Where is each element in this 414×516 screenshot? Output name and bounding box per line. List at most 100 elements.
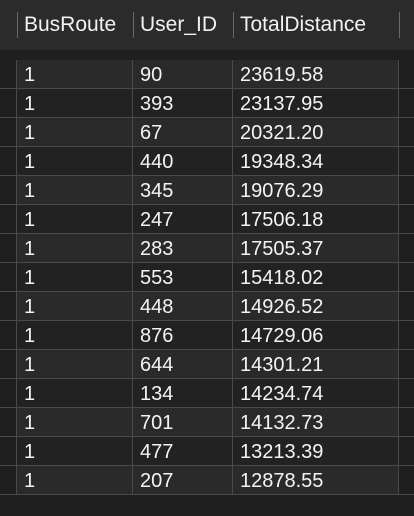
- row-filler: [399, 147, 414, 176]
- user-id-cell[interactable]: 876: [133, 321, 233, 350]
- row-selector[interactable]: [0, 263, 17, 292]
- row-selector[interactable]: [0, 234, 17, 263]
- column-divider[interactable]: [17, 12, 18, 38]
- table-row[interactable]: 1 207 12878.55: [0, 466, 414, 495]
- totaldistance-cell[interactable]: 17506.18: [233, 205, 399, 234]
- busroute-cell[interactable]: 1: [17, 147, 133, 176]
- user-id-cell[interactable]: 448: [133, 292, 233, 321]
- table-row[interactable]: 1 90 23619.58: [0, 60, 414, 89]
- totaldistance-cell[interactable]: 14301.21: [233, 350, 399, 379]
- totaldistance-cell[interactable]: 20321.20: [233, 118, 399, 147]
- busroute-cell[interactable]: 1: [17, 408, 133, 437]
- totaldistance-cell[interactable]: 17505.37: [233, 234, 399, 263]
- row-filler: [399, 321, 414, 350]
- row-filler: [399, 263, 414, 292]
- user-id-cell[interactable]: 553: [133, 263, 233, 292]
- row-selector[interactable]: [0, 466, 17, 495]
- table-row[interactable]: 1 448 14926.52: [0, 292, 414, 321]
- column-header-totaldistance[interactable]: TotalDistance: [240, 13, 367, 36]
- row-selector[interactable]: [0, 60, 17, 89]
- row-filler: [399, 292, 414, 321]
- busroute-cell[interactable]: 1: [17, 234, 133, 263]
- column-divider[interactable]: [233, 12, 234, 38]
- column-divider[interactable]: [399, 12, 400, 38]
- busroute-cell[interactable]: 1: [17, 350, 133, 379]
- column-header-busroute[interactable]: BusRoute: [24, 13, 117, 36]
- busroute-cell[interactable]: 1: [17, 292, 133, 321]
- user-id-cell[interactable]: 701: [133, 408, 233, 437]
- user-id-cell[interactable]: 644: [133, 350, 233, 379]
- column-divider[interactable]: [133, 12, 134, 38]
- row-selector[interactable]: [0, 321, 17, 350]
- busroute-cell[interactable]: 1: [17, 263, 133, 292]
- table-row[interactable]: 1 247 17506.18: [0, 205, 414, 234]
- totaldistance-cell[interactable]: 19076.29: [233, 176, 399, 205]
- header-spacer: [0, 50, 414, 60]
- user-id-cell[interactable]: 477: [133, 437, 233, 466]
- totaldistance-cell[interactable]: 14729.06: [233, 321, 399, 350]
- row-selector[interactable]: [0, 350, 17, 379]
- busroute-cell[interactable]: 1: [17, 466, 133, 495]
- row-selector[interactable]: [0, 118, 17, 147]
- row-filler: [399, 118, 414, 147]
- totaldistance-cell[interactable]: 23619.58: [233, 60, 399, 89]
- totaldistance-cell[interactable]: 14132.73: [233, 408, 399, 437]
- user-id-cell[interactable]: 247: [133, 205, 233, 234]
- totaldistance-cell[interactable]: 14234.74: [233, 379, 399, 408]
- table-row[interactable]: 1 701 14132.73: [0, 408, 414, 437]
- user-id-cell[interactable]: 283: [133, 234, 233, 263]
- row-selector[interactable]: [0, 176, 17, 205]
- row-selector[interactable]: [0, 379, 17, 408]
- table-row[interactable]: 1 477 13213.39: [0, 437, 414, 466]
- table-row[interactable]: 1 345 19076.29: [0, 176, 414, 205]
- row-filler: [399, 466, 414, 495]
- totaldistance-cell[interactable]: 19348.34: [233, 147, 399, 176]
- row-filler: [399, 234, 414, 263]
- table-row[interactable]: 1 876 14729.06: [0, 321, 414, 350]
- busroute-cell[interactable]: 1: [17, 321, 133, 350]
- table-row[interactable]: 1 440 19348.34: [0, 147, 414, 176]
- row-filler: [399, 379, 414, 408]
- user-id-cell[interactable]: 393: [133, 89, 233, 118]
- row-filler: [399, 437, 414, 466]
- user-id-cell[interactable]: 90: [133, 60, 233, 89]
- row-filler: [399, 89, 414, 118]
- row-selector[interactable]: [0, 147, 17, 176]
- totaldistance-cell[interactable]: 12878.55: [233, 466, 399, 495]
- row-selector[interactable]: [0, 292, 17, 321]
- table-row[interactable]: 1 393 23137.95: [0, 89, 414, 118]
- totaldistance-cell[interactable]: 23137.95: [233, 89, 399, 118]
- busroute-cell[interactable]: 1: [17, 118, 133, 147]
- row-filler: [399, 408, 414, 437]
- table-row[interactable]: 1 283 17505.37: [0, 234, 414, 263]
- busroute-cell[interactable]: 1: [17, 60, 133, 89]
- row-filler: [399, 350, 414, 379]
- busroute-cell[interactable]: 1: [17, 176, 133, 205]
- user-id-cell[interactable]: 440: [133, 147, 233, 176]
- user-id-cell[interactable]: 207: [133, 466, 233, 495]
- totaldistance-cell[interactable]: 14926.52: [233, 292, 399, 321]
- user-id-cell[interactable]: 345: [133, 176, 233, 205]
- table-body: 1 90 23619.58 1 393 23137.95 1 67 20321.20 1 440 19…: [0, 60, 414, 495]
- busroute-cell[interactable]: 1: [17, 205, 133, 234]
- row-selector[interactable]: [0, 437, 17, 466]
- busroute-cell[interactable]: 1: [17, 379, 133, 408]
- row-filler: [399, 176, 414, 205]
- totaldistance-cell[interactable]: 15418.02: [233, 263, 399, 292]
- row-filler: [399, 205, 414, 234]
- row-selector[interactable]: [0, 205, 17, 234]
- row-selector[interactable]: [0, 408, 17, 437]
- user-id-cell[interactable]: 67: [133, 118, 233, 147]
- row-filler: [399, 60, 414, 89]
- table-row[interactable]: 1 67 20321.20: [0, 118, 414, 147]
- table-row[interactable]: 1 134 14234.74: [0, 379, 414, 408]
- user-id-cell[interactable]: 134: [133, 379, 233, 408]
- row-selector[interactable]: [0, 89, 17, 118]
- table-row[interactable]: 1 644 14301.21: [0, 350, 414, 379]
- busroute-cell[interactable]: 1: [17, 89, 133, 118]
- busroute-cell[interactable]: 1: [17, 437, 133, 466]
- totaldistance-cell[interactable]: 13213.39: [233, 437, 399, 466]
- table-row[interactable]: 1 553 15418.02: [0, 263, 414, 292]
- column-header-user-id[interactable]: User_ID: [140, 13, 218, 36]
- table-header: BusRoute User_ID TotalDistance: [0, 0, 414, 51]
